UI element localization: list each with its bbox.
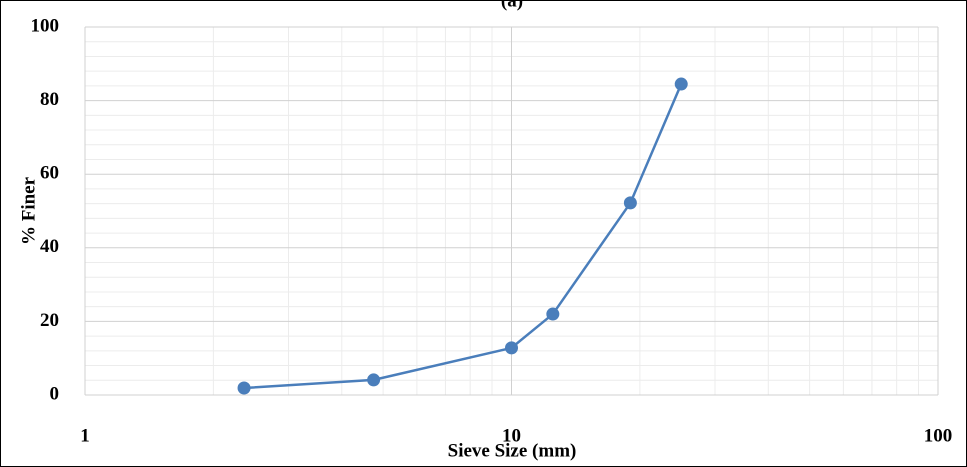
y-tick-label: 60: [40, 163, 59, 184]
y-axis-label: % Finer: [18, 176, 39, 245]
y-tick-label: 100: [31, 15, 60, 36]
series-line: [243, 83, 683, 390]
y-tick-label: 80: [40, 89, 59, 110]
y-tick-label: 0: [50, 383, 60, 404]
data-point: [237, 381, 251, 395]
x-axis-label: Sieve Size (mm): [448, 440, 577, 461]
data-point: [674, 77, 688, 91]
data-point: [367, 373, 381, 387]
data-point: [505, 341, 518, 355]
y-tick-label: 40: [40, 236, 59, 257]
chart-title: (a): [501, 0, 523, 11]
data-point: [623, 196, 637, 210]
y-tick-label: 20: [40, 310, 59, 331]
x-tick-label: 10: [502, 425, 521, 446]
data-point: [546, 307, 560, 321]
x-tick-label: 100: [924, 425, 953, 446]
x-tick-label: 1: [80, 425, 90, 446]
